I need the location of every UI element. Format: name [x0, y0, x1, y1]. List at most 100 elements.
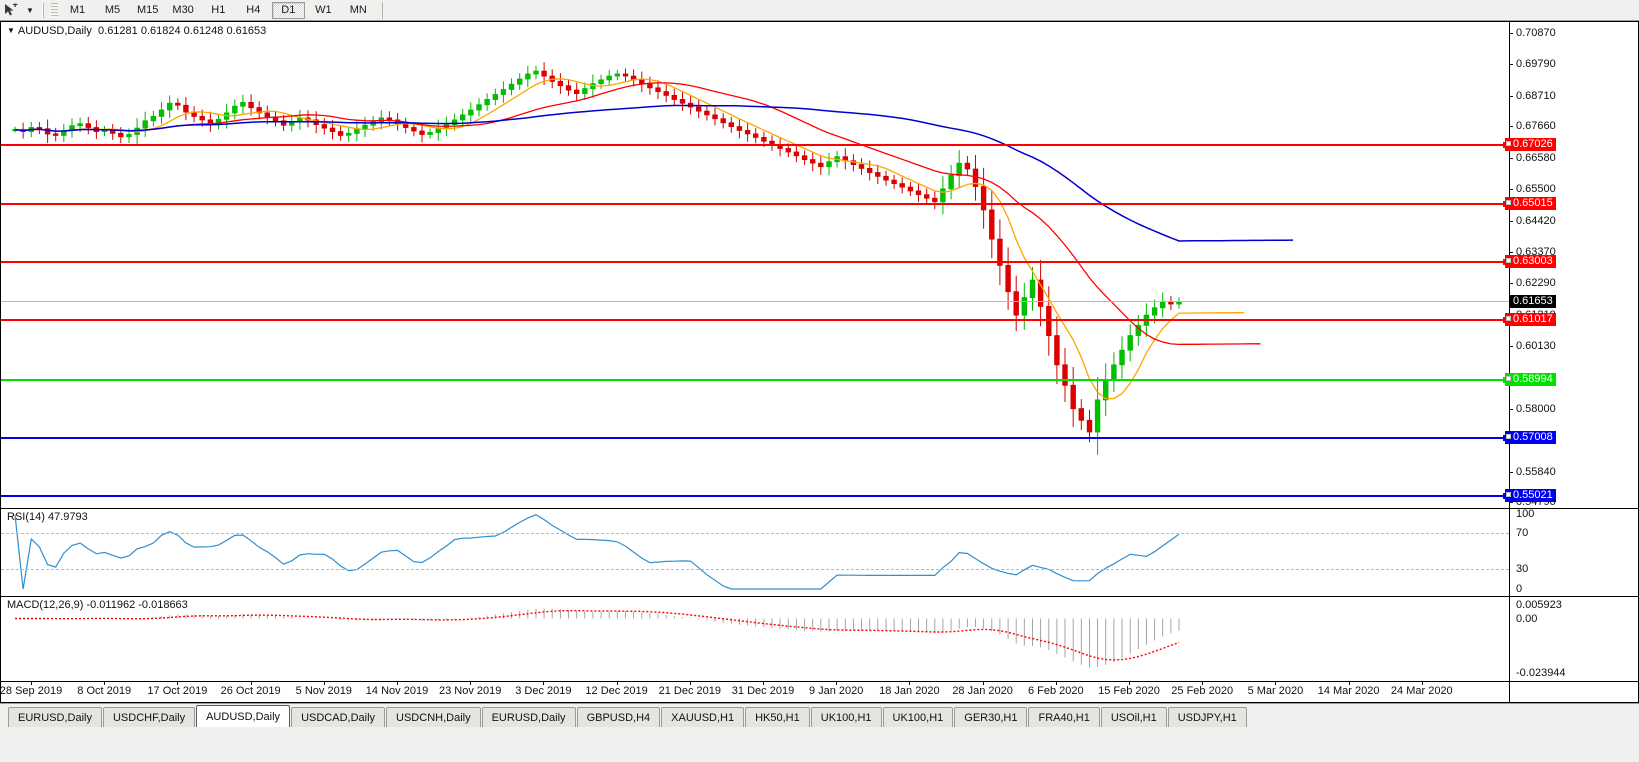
timeframe-m1[interactable]: M1	[69, 4, 86, 16]
timeframe-m15[interactable]: M15	[137, 4, 159, 16]
chart-tab-gbpusd-h4[interactable]: GBPUSD,H4	[576, 707, 661, 727]
macd-histogram-series	[15, 608, 1180, 668]
time-label: 5 Nov 2019	[295, 685, 352, 697]
level-tag-0.67026[interactable]: 0.67026	[1505, 137, 1556, 151]
chart-tab-usdcnh-daily[interactable]: USDCNH,Daily	[386, 707, 481, 727]
level-tag-0.55021[interactable]: 0.55021	[1505, 488, 1556, 502]
time-axis[interactable]: 28 Sep 2019 8 Oct 2019 17 Oct 2019 26 Oct 2…	[1, 682, 1638, 702]
level-tag-0.57008[interactable]: 0.57008	[1505, 430, 1556, 444]
level-line-0.55021[interactable]	[1, 492, 1509, 499]
rsi-line-series	[14, 514, 1180, 590]
level-line-0.58994[interactable]	[1, 376, 1509, 383]
timeframe-toolbar: ▼ M1 M5 M15 M30 H1 H4 D1 W1 MN	[0, 0, 1639, 21]
time-tick-mark	[543, 682, 545, 685]
level-line-0.65015[interactable]	[1, 200, 1509, 207]
rsi-tick: 70	[1516, 527, 1529, 539]
price-scale[interactable]: 0.70870 0.69790 0.68710 0.67660 0.66580 0.655…	[1505, 22, 1638, 508]
chart-tab-usdcad-daily[interactable]: USDCAD,Daily	[291, 707, 386, 727]
ohlc-values: 0.61281 0.61824 0.61248 0.61653	[98, 25, 267, 37]
price-tick: 0.66580	[1509, 152, 1638, 164]
price-tick: 0.64420	[1509, 215, 1638, 227]
price-tick: 0.69790	[1509, 58, 1638, 70]
time-label: 14 Nov 2019	[365, 685, 429, 697]
time-label: 26 Oct 2019	[220, 685, 281, 697]
price-pane[interactable]: ▼ AUDUSD,Daily 0.61281 0.61824 0.61248 0.…	[1, 22, 1638, 509]
price-plot[interactable]	[1, 22, 1509, 508]
chart-tab-usdchf-daily[interactable]: USDCHF,Daily	[102, 707, 196, 727]
level-line-0.61017[interactable]	[1, 317, 1509, 324]
timeframe-mn[interactable]: MN	[349, 4, 367, 16]
rsi-tick: 30	[1516, 563, 1529, 575]
price-tick: 0.67660	[1509, 120, 1638, 132]
time-tick-mark	[1421, 682, 1423, 685]
chart-tab-xauusd-h1[interactable]: XAUUSD,H1	[661, 707, 745, 727]
price-tick: 0.70870	[1509, 27, 1638, 39]
level-line-0.63003[interactable]	[1, 259, 1509, 266]
time-label: 24 Mar 2020	[1390, 685, 1453, 697]
cursor-crosshair-icon[interactable]	[0, 1, 22, 20]
macd-plot[interactable]: MACD(12,26,9) -0.011962 -0.018663	[1, 597, 1509, 681]
price-tick: 0.63370	[1509, 246, 1638, 258]
price-tick: 0.60130	[1509, 340, 1638, 352]
rsi-scale: 100 70 30 0	[1509, 508, 1638, 596]
time-tick-mark	[323, 682, 325, 685]
symbol-ohlc-label: ▼ AUDUSD,Daily 0.61281 0.61824 0.61248 0.…	[7, 25, 266, 37]
time-label: 9 Jan 2020	[808, 685, 864, 697]
time-label: 28 Jan 2020	[952, 685, 1013, 697]
time-tick-mark	[616, 682, 618, 685]
chart-tab-usoil-h1[interactable]: USOil,H1	[1100, 707, 1167, 727]
time-tick-mark	[689, 682, 691, 685]
timeframe-w1[interactable]: W1	[315, 4, 332, 16]
current-price-tag: 0.61653	[1509, 294, 1556, 308]
rsi-tick: 100	[1516, 508, 1535, 520]
level-line-0.67026[interactable]	[1, 141, 1509, 148]
chart-tab-eurusd-daily[interactable]: EURUSD,Daily	[8, 707, 102, 727]
time-label: 3 Dec 2019	[515, 685, 572, 697]
level-tag-0.58994[interactable]: 0.58994	[1505, 372, 1556, 386]
rsi-indicator-label: RSI(14) 47.9793	[7, 511, 88, 523]
time-label: 25 Feb 2020	[1171, 685, 1234, 697]
timeframe-d1[interactable]: D1	[271, 1, 305, 19]
chevron-down-icon[interactable]: ▼	[7, 26, 15, 35]
toolbar-dropdown-icon[interactable]: ▼	[26, 5, 34, 15]
chart-tab-bar[interactable]: EURUSD,Daily USDCHF,Daily AUDUSD,Daily USDC…	[0, 703, 1639, 762]
time-label: 21 Dec 2019	[658, 685, 721, 697]
rsi-level-70-line	[1, 533, 1509, 534]
level-tag-0.63003[interactable]: 0.63003	[1505, 255, 1556, 269]
time-tick-mark	[250, 682, 252, 685]
toolbar-separator	[42, 2, 44, 18]
level-line-0.57008[interactable]	[1, 434, 1509, 441]
timeframe-h1[interactable]: H1	[211, 4, 226, 16]
time-label: 8 Oct 2019	[77, 685, 132, 697]
level-tag-0.65015[interactable]: 0.65015	[1505, 196, 1556, 210]
toolbar-drag-handle[interactable]	[51, 2, 58, 18]
chart-tab-uk100-h1[interactable]: UK100,H1	[882, 707, 954, 727]
chart-tab-audusd-daily[interactable]: AUDUSD,Daily	[196, 705, 291, 727]
time-label: 6 Feb 2020	[1027, 685, 1084, 697]
chart-tab-usdjpy-h1[interactable]: USDJPY,H1	[1167, 707, 1247, 727]
time-axis-labels: 28 Sep 2019 8 Oct 2019 17 Oct 2019 26 Oct 2…	[1, 682, 1509, 702]
time-tick-mark	[104, 682, 106, 685]
timeframe-m5[interactable]: M5	[104, 4, 121, 16]
chart-tab-ger30-h1[interactable]: GER30,H1	[954, 707, 1028, 727]
chart-area[interactable]: ▼ AUDUSD,Daily 0.61281 0.61824 0.61248 0.…	[0, 21, 1639, 703]
macd-tick: 0.005923	[1516, 599, 1562, 611]
price-tick: 0.58000	[1509, 403, 1638, 415]
time-label: 14 Mar 2020	[1317, 685, 1380, 697]
timeframe-h4[interactable]: H4	[246, 4, 261, 16]
level-tag-0.61017[interactable]: 0.61017	[1505, 313, 1556, 327]
chart-tab-uk100-h1[interactable]: UK100,H1	[810, 707, 882, 727]
current-price-line	[1, 300, 1509, 302]
rsi-pane[interactable]: RSI(14) 47.9793 100 70 30 0	[1, 508, 1638, 597]
price-tick: 0.55840	[1509, 466, 1638, 478]
chart-tab-eurusd-daily[interactable]: EURUSD,Daily	[481, 707, 576, 727]
rsi-plot[interactable]: RSI(14) 47.9793	[1, 509, 1509, 596]
rsi-tick: 0	[1516, 583, 1523, 595]
timeframe-m30[interactable]: M30	[172, 4, 194, 16]
macd-tick: -0.023944	[1516, 667, 1566, 679]
chart-tab-hk50-h1[interactable]: HK50,H1	[745, 707, 810, 727]
time-tick-mark	[397, 682, 398, 685]
macd-pane[interactable]: MACD(12,26,9) -0.011962 -0.018663 0.0059…	[1, 597, 1638, 682]
chart-tab-fra40-h1[interactable]: FRA40,H1	[1028, 707, 1100, 727]
time-label: 23 Nov 2019	[438, 685, 502, 697]
